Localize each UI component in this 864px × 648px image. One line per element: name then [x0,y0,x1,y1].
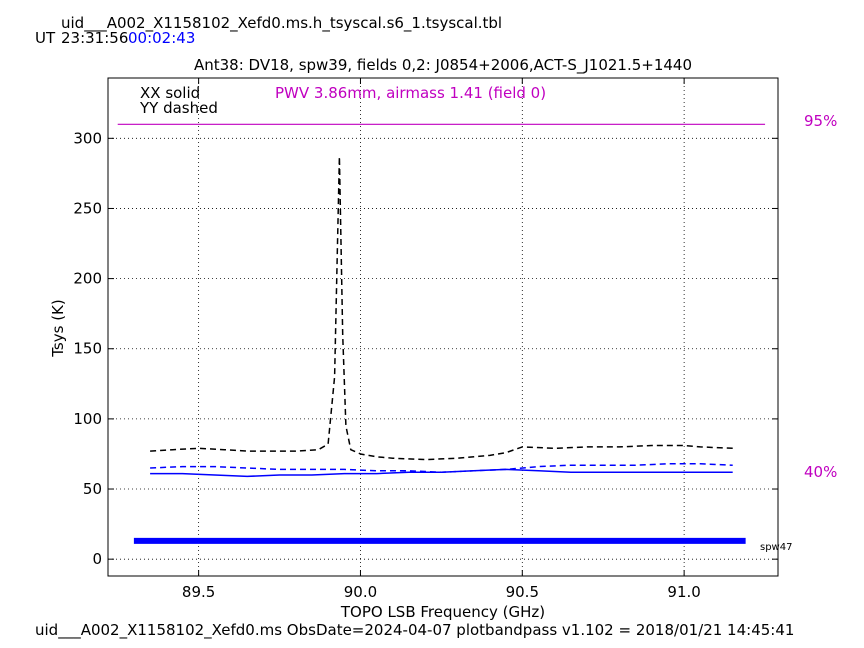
x-tick-label: 90.0 [344,583,377,601]
chart-title: Ant38: DV18, spw39, fields 0,2: J0854+20… [194,56,692,75]
plot-frame [107,77,779,577]
y-tick-label: 50 [83,480,102,498]
series-line-blue-yy [150,463,733,473]
ut-label: UT [35,29,56,47]
spw-label: spw47 [760,542,792,553]
x-tick-label: 91.0 [667,583,700,601]
x-tick-label: 89.5 [182,583,215,601]
x-tick-label: 90.5 [506,583,539,601]
filename-title: uid___A002_X1158102_Xefd0.ms.h_tsyscal.s… [61,14,503,32]
y-axis-label: Tsys (K) [49,299,67,358]
y-tick-label: 250 [73,199,102,217]
ut-duration: 00:02:43 [128,29,196,47]
grid [108,78,778,576]
series-line-black-yy [150,155,733,461]
legend-pwv: PWV 3.86mm, airmass 1.41 (field 0) [275,84,546,102]
y-tick-label: 200 [73,270,102,288]
series-line-blue-xx [150,468,733,478]
axis-ticks: 89.5 90.0 90.5 91.0 0 50 100 150 200 250 300 [73,78,778,601]
legend-xx: XX solid [140,84,200,102]
y-tick-label: 0 [92,550,102,568]
y-tick-label: 150 [73,340,102,358]
right-label-40: 40% [804,463,837,481]
footer-text: uid___A002_X1158102_Xefd0.ms ObsDate=202… [35,621,795,639]
y-tick-label: 100 [73,410,102,428]
right-label-95: 95% [804,112,837,130]
data-area [117,123,766,544]
legend-yy: YY dashed [139,99,218,117]
y-tick-label: 300 [73,129,102,147]
x-axis-label: TOPO LSB Frequency (GHz) [340,603,545,621]
ut-time: 23:31:56 [61,29,129,47]
